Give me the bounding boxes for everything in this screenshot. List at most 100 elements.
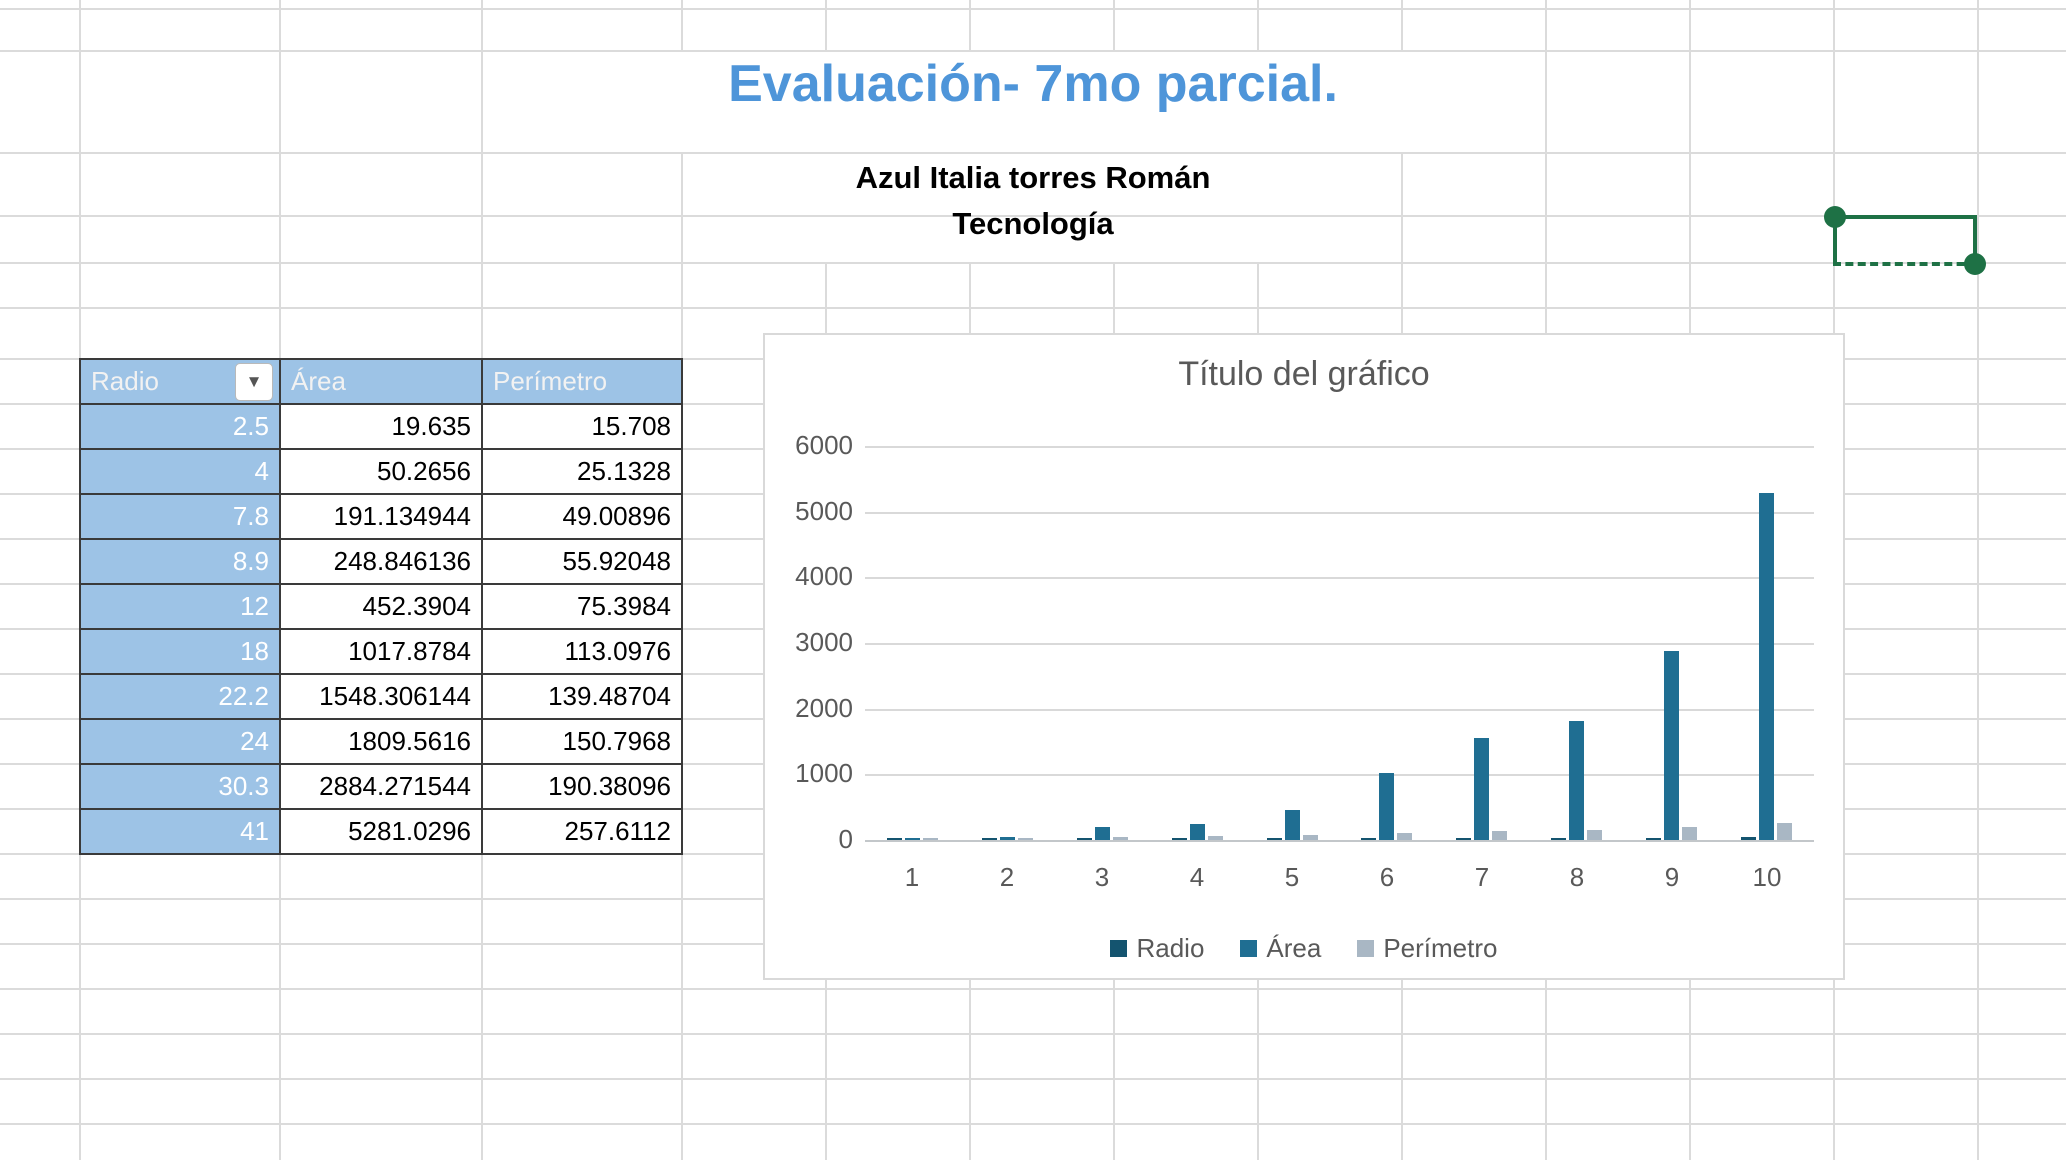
table-cell[interactable]: 24: [79, 718, 281, 765]
table-row: 4 50.2656 25.1328: [79, 448, 683, 495]
bar-perímetro-cat7[interactable]: [1492, 831, 1507, 840]
sheet-gridline-vertical: [681, 152, 683, 1160]
selection-handle[interactable]: [1964, 253, 1986, 275]
table-cell[interactable]: 75.3984: [481, 583, 683, 630]
bar-área-cat1[interactable]: [905, 838, 920, 840]
chart-gridline: [865, 643, 1814, 645]
table-cell[interactable]: 19.635: [279, 403, 483, 450]
selection-handle[interactable]: [1824, 206, 1846, 228]
table-cell[interactable]: 5281.0296: [279, 808, 483, 855]
bar-área-cat6[interactable]: [1379, 773, 1394, 840]
x-axis-tick-label: 6: [1379, 862, 1395, 892]
legend-item-área[interactable]: Área: [1240, 933, 1321, 964]
bar-perímetro-cat10[interactable]: [1777, 823, 1792, 840]
sheet-gridline-vertical: [825, 0, 827, 50]
table-cell[interactable]: 2884.271544: [279, 763, 483, 810]
chart[interactable]: Título del gráfico 0 1000 2000 3000 4000 5000…: [763, 333, 1845, 980]
table-cell[interactable]: 1017.8784: [279, 628, 483, 675]
bar-radio-cat6[interactable]: [1361, 838, 1376, 840]
bar-perímetro-cat3[interactable]: [1113, 837, 1128, 840]
table-cell[interactable]: 113.0976: [481, 628, 683, 675]
table-cell[interactable]: 452.3904: [279, 583, 483, 630]
y-axis-tick-label: 3000: [795, 627, 853, 657]
bar-radio-cat8[interactable]: [1551, 838, 1566, 840]
bar-radio-cat1[interactable]: [887, 838, 902, 840]
y-axis-tick-label: 2000: [795, 693, 853, 723]
table-row: 18 1017.8784 113.0976: [79, 628, 683, 675]
table-cell[interactable]: 8.9: [79, 538, 281, 585]
bar-área-cat4[interactable]: [1190, 824, 1205, 840]
x-axis-tick-label: 8: [1569, 862, 1585, 892]
bar-perímetro-cat9[interactable]: [1682, 827, 1697, 840]
bar-área-cat2[interactable]: [1000, 837, 1015, 840]
table-cell[interactable]: 22.2: [79, 673, 281, 720]
x-axis-tick-label: 4: [1189, 862, 1205, 892]
chart-gridline: [865, 446, 1814, 448]
table-cell[interactable]: 41: [79, 808, 281, 855]
table-cell[interactable]: 25.1328: [481, 448, 683, 495]
table-cell[interactable]: 12: [79, 583, 281, 630]
legend-label: Área: [1266, 933, 1322, 963]
bar-perímetro-cat8[interactable]: [1587, 830, 1602, 840]
table-cell[interactable]: 4: [79, 448, 281, 495]
column-header-label: Perímetro: [493, 366, 608, 396]
sheet-gridline-horizontal: [0, 152, 2066, 154]
selection-outline[interactable]: [1824, 206, 1986, 275]
sheet-gridline-vertical: [1113, 0, 1115, 50]
bar-radio-cat4[interactable]: [1172, 838, 1187, 840]
filter-dropdown-button[interactable]: ▼: [235, 362, 273, 401]
table-cell[interactable]: 30.3: [79, 763, 281, 810]
table-cell[interactable]: 50.2656: [279, 448, 483, 495]
table-cell[interactable]: 139.48704: [481, 673, 683, 720]
table-cell[interactable]: 55.92048: [481, 538, 683, 585]
x-axis-tick-label: 10: [1752, 862, 1782, 892]
bar-perímetro-cat1[interactable]: [923, 838, 938, 840]
bar-área-cat5[interactable]: [1285, 810, 1300, 840]
bar-área-cat8[interactable]: [1569, 721, 1584, 840]
table-cell[interactable]: 1809.5616: [279, 718, 483, 765]
bar-área-cat7[interactable]: [1474, 738, 1489, 840]
table-cell[interactable]: 190.38096: [481, 763, 683, 810]
bar-radio-cat3[interactable]: [1077, 838, 1092, 840]
table-cell[interactable]: 49.00896: [481, 493, 683, 540]
table-cell[interactable]: 248.846136: [279, 538, 483, 585]
legend-item-radio[interactable]: Radio: [1110, 933, 1204, 964]
sheet-gridline-horizontal: [0, 262, 2066, 264]
bar-perímetro-cat2[interactable]: [1018, 838, 1033, 840]
table-cell[interactable]: 18: [79, 628, 281, 675]
bar-área-cat3[interactable]: [1095, 827, 1110, 840]
table-cell[interactable]: 1548.306144: [279, 673, 483, 720]
bar-radio-cat5[interactable]: [1267, 838, 1282, 840]
column-header-radio[interactable]: Radio ▼: [79, 358, 281, 405]
bar-perímetro-cat6[interactable]: [1397, 833, 1412, 840]
column-header-perimetro[interactable]: Perímetro: [481, 358, 683, 405]
legend-item-perímetro[interactable]: Perímetro: [1357, 933, 1498, 964]
y-axis-tick-label: 1000: [795, 758, 853, 788]
table-row: 22.2 1548.306144 139.48704: [79, 673, 683, 720]
triangle-down-icon: ▼: [245, 372, 263, 391]
bar-radio-cat7[interactable]: [1456, 838, 1471, 840]
table-cell[interactable]: 15.708: [481, 403, 683, 450]
data-table: Radio ▼ Área Perímetro 2.5 19.635 15.708 4 50.2…: [79, 358, 683, 855]
table-header-row: Radio ▼ Área Perímetro: [79, 358, 683, 405]
bar-radio-cat9[interactable]: [1646, 838, 1661, 840]
table-cell[interactable]: 2.5: [79, 403, 281, 450]
bar-perímetro-cat5[interactable]: [1303, 835, 1318, 840]
column-header-area[interactable]: Área: [279, 358, 483, 405]
bar-área-cat10[interactable]: [1759, 493, 1774, 840]
column-header-label: Radio: [91, 366, 159, 396]
table-cell[interactable]: 257.6112: [481, 808, 683, 855]
table-row: 7.8 191.134944 49.00896: [79, 493, 683, 540]
bar-radio-cat2[interactable]: [982, 838, 997, 840]
table-cell[interactable]: 7.8: [79, 493, 281, 540]
bar-radio-cat10[interactable]: [1741, 837, 1756, 840]
sheet-gridline-horizontal: [0, 8, 2066, 10]
table-cell[interactable]: 191.134944: [279, 493, 483, 540]
sheet-gridline-vertical: [1257, 0, 1259, 50]
y-axis-tick-label: 6000: [795, 430, 853, 460]
bar-área-cat9[interactable]: [1664, 651, 1679, 840]
bar-perímetro-cat4[interactable]: [1208, 836, 1223, 840]
table-cell[interactable]: 150.7968: [481, 718, 683, 765]
chart-gridline: [865, 512, 1814, 514]
